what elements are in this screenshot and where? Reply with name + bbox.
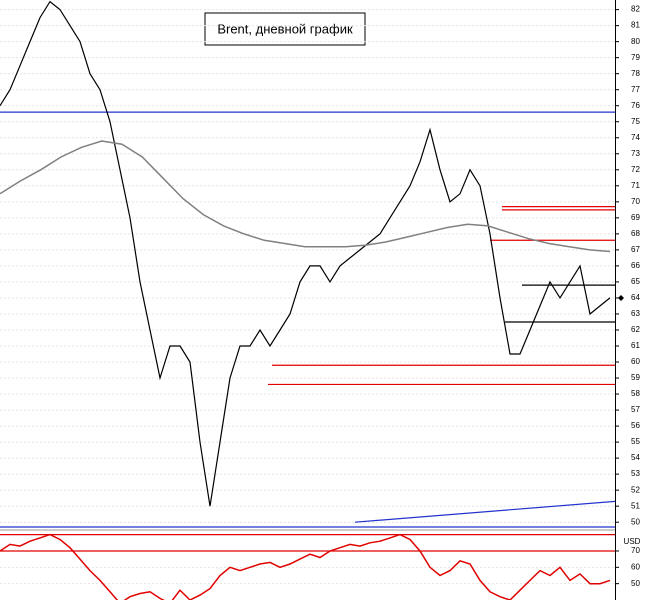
y-tick-label: 62	[631, 325, 640, 334]
y-tick-label: 73	[631, 149, 640, 158]
y-tick-label: 76	[631, 101, 640, 110]
y-tick-label: 63	[631, 309, 640, 318]
y-tick-label: 71	[631, 181, 640, 190]
chart-title: Brent, дневной график	[217, 21, 353, 36]
y-tick-label: 60	[631, 562, 640, 571]
y-tick-label: 50	[631, 579, 640, 588]
y-tick-label: 61	[631, 341, 640, 350]
last-price-marker	[618, 294, 624, 301]
y-tick-label: 81	[631, 21, 640, 30]
y-tick-label: 77	[631, 85, 640, 94]
axis-label: USD	[624, 537, 641, 546]
y-tick-label: 59	[631, 373, 640, 382]
y-tick-label: 80	[631, 37, 640, 46]
y-tick-label: 64	[631, 293, 640, 302]
price-line	[0, 0, 611, 507]
y-tick-label: 68	[631, 229, 640, 238]
y-tick-label: 51	[631, 501, 640, 510]
moving-average	[0, 140, 611, 253]
y-tick-label: 72	[631, 165, 640, 174]
y-tick-label: 78	[631, 69, 640, 78]
y-tick-label: 54	[631, 453, 640, 462]
y-tick-label: 55	[631, 437, 640, 446]
trend-line	[354, 500, 616, 523]
y-tick-label: 66	[631, 261, 640, 270]
y-tick-label: 56	[631, 421, 640, 430]
y-tick-label: 53	[631, 469, 640, 478]
y-tick-label: 52	[631, 485, 640, 494]
y-tick-label: 70	[631, 197, 640, 206]
y-tick-label: 74	[631, 133, 640, 142]
y-tick-label: 69	[631, 213, 640, 222]
y-tick-label: 60	[631, 357, 640, 366]
y-tick-label: 65	[631, 277, 640, 286]
y-tick-label: 82	[631, 5, 640, 14]
y-tick-label: 79	[631, 53, 640, 62]
y-tick-label: 67	[631, 245, 640, 254]
y-tick-label: 75	[631, 117, 640, 126]
y-tick-label: 58	[631, 389, 640, 398]
y-tick-label: 50	[631, 517, 640, 526]
title-box	[204, 12, 366, 46]
y-tick-label: 57	[631, 405, 640, 414]
y-tick-label: 70	[631, 546, 640, 555]
indicator-line	[0, 533, 611, 600]
